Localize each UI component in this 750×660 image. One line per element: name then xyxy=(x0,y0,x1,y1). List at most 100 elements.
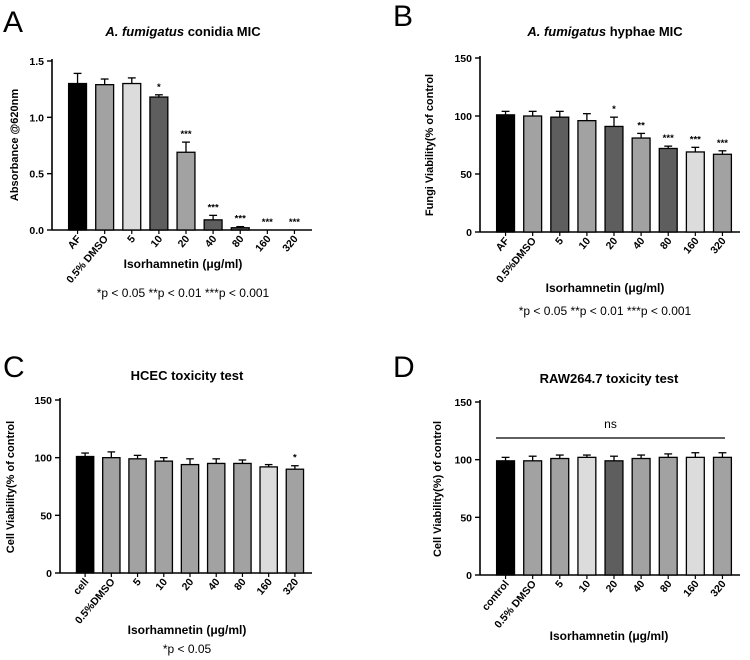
x-tick-label: 10 xyxy=(576,578,593,595)
chart-title-italic: A. fumigatus xyxy=(526,24,606,39)
significance-marker: *** xyxy=(235,214,246,225)
y-tick-label: 0 xyxy=(46,568,52,580)
x-tick-label: 5 xyxy=(553,578,566,590)
chart-title: HCEC toxicity test xyxy=(131,368,244,383)
x-tick-label: 40 xyxy=(203,233,220,250)
y-tick-label: 150 xyxy=(454,397,472,409)
x-tick-label: 20 xyxy=(180,576,197,593)
bar xyxy=(176,151,196,231)
y-tick-label: 100 xyxy=(454,111,472,123)
x-tick-label: 5 xyxy=(553,235,566,247)
x-tick-label: 5 xyxy=(125,233,138,245)
panel-d: D RAW264.7 toxicity test Cell Viability(%)… xyxy=(393,351,740,643)
y-tick-label: 50 xyxy=(460,169,472,181)
y-axis-title: Cell Viability(%) of control xyxy=(432,421,444,557)
x-tick-label: 80 xyxy=(658,578,675,595)
bar xyxy=(206,462,226,574)
bar xyxy=(95,84,115,231)
x-tick-label: 10 xyxy=(153,576,170,593)
x-tick-label: 160 xyxy=(255,576,276,597)
p-value-note: *p < 0.05 xyxy=(163,642,212,656)
y-tick-label: 50 xyxy=(460,512,472,524)
bar xyxy=(230,227,250,231)
x-tick-label: 320 xyxy=(708,235,729,256)
bar xyxy=(658,456,678,576)
bar xyxy=(550,116,570,233)
bar xyxy=(203,219,223,231)
y-tick-label: 0 xyxy=(466,227,472,239)
chart-title: A. fumigatus hyphae MIC xyxy=(526,24,683,39)
panel-c: C HCEC toxicity test Cell Viability(% of c… xyxy=(3,351,312,656)
y-tick-label: 1.0 xyxy=(29,112,44,124)
bar xyxy=(523,460,543,576)
chart-title-text: HCEC toxicity test xyxy=(131,368,244,383)
x-tick-label: 320 xyxy=(708,578,729,599)
bar xyxy=(685,151,705,233)
x-tick-label: 80 xyxy=(658,235,675,252)
chart-title: RAW264.7 toxicity test xyxy=(540,371,679,386)
significance-marker: * xyxy=(293,453,297,464)
p-value-note: *p < 0.05 **p < 0.01 ***p < 0.001 xyxy=(97,286,270,300)
y-tick-label: 50 xyxy=(40,510,52,522)
significance-marker: *** xyxy=(180,129,191,140)
y-tick-label: 0 xyxy=(466,570,472,582)
panel-letter: C xyxy=(3,351,25,384)
bar xyxy=(550,457,570,576)
x-tick-label: 160 xyxy=(253,233,274,254)
x-axis-title: Isorhamnetin (μg/ml) xyxy=(128,623,247,637)
bar xyxy=(180,463,200,574)
y-tick-label: 0.5 xyxy=(29,169,44,181)
bar xyxy=(577,119,597,233)
x-tick-label: AF xyxy=(494,235,513,254)
chart-title-text: RAW264.7 toxicity test xyxy=(540,371,679,386)
y-axis-title: Cell Viability(% of control xyxy=(5,421,17,553)
significance-marker: *** xyxy=(717,138,728,149)
panel-a: A A. fumigatus conidia MIC Absorbance @620… xyxy=(3,6,312,300)
bar xyxy=(685,456,705,576)
bar xyxy=(712,456,733,576)
x-tick-label: 10 xyxy=(148,233,165,250)
y-axis-title: Absorbance @620nm xyxy=(9,89,21,201)
significance-marker: *** xyxy=(208,202,219,213)
significance-marker: * xyxy=(612,104,616,115)
bar xyxy=(523,115,543,233)
chart-title-text: hyphae MIC xyxy=(606,24,683,39)
x-tick-label: 5 xyxy=(131,576,144,588)
bar xyxy=(154,460,174,574)
x-tick-label: cell xyxy=(71,576,92,597)
y-tick-label: 150 xyxy=(34,395,52,407)
significance-marker: ** xyxy=(637,120,645,131)
bar xyxy=(128,458,147,574)
bar xyxy=(712,153,733,233)
x-tick-label: 40 xyxy=(206,576,223,593)
bar xyxy=(495,460,516,576)
bar xyxy=(658,147,678,233)
x-tick-label: 40 xyxy=(631,578,648,595)
x-tick-label: AF xyxy=(66,233,85,252)
y-tick-label: 1.5 xyxy=(29,56,44,68)
significance-marker: *** xyxy=(289,217,300,228)
bar xyxy=(604,460,624,576)
bar xyxy=(577,456,597,576)
significance-marker: *** xyxy=(690,134,701,145)
x-tick-label: 320 xyxy=(281,576,302,597)
y-tick-label: 150 xyxy=(454,53,472,65)
significance-marker: *** xyxy=(663,133,674,144)
x-tick-label: 20 xyxy=(604,578,621,595)
x-tick-label: 160 xyxy=(681,578,702,599)
panel-letter: A xyxy=(3,6,23,39)
panel-letter: D xyxy=(393,351,415,384)
x-axis-title: Isorhamnetin (μg/ml) xyxy=(546,281,665,295)
bar xyxy=(631,137,651,233)
y-tick-label: 0.0 xyxy=(29,225,44,237)
panel-letter: B xyxy=(393,0,413,33)
bar xyxy=(285,468,305,574)
panel-b: B A. fumigatus hyphae MIC Fungi Viability(… xyxy=(393,0,740,318)
x-tick-label: 10 xyxy=(576,235,593,252)
chart-title: A. fumigatus conidia MIC xyxy=(104,24,261,39)
y-axis-title: Fungi Viability(% of control xyxy=(424,74,436,216)
bar xyxy=(75,455,95,574)
significance-marker: *** xyxy=(262,217,273,228)
p-value-note: *p < 0.05 **p < 0.01 ***p < 0.001 xyxy=(519,304,692,318)
